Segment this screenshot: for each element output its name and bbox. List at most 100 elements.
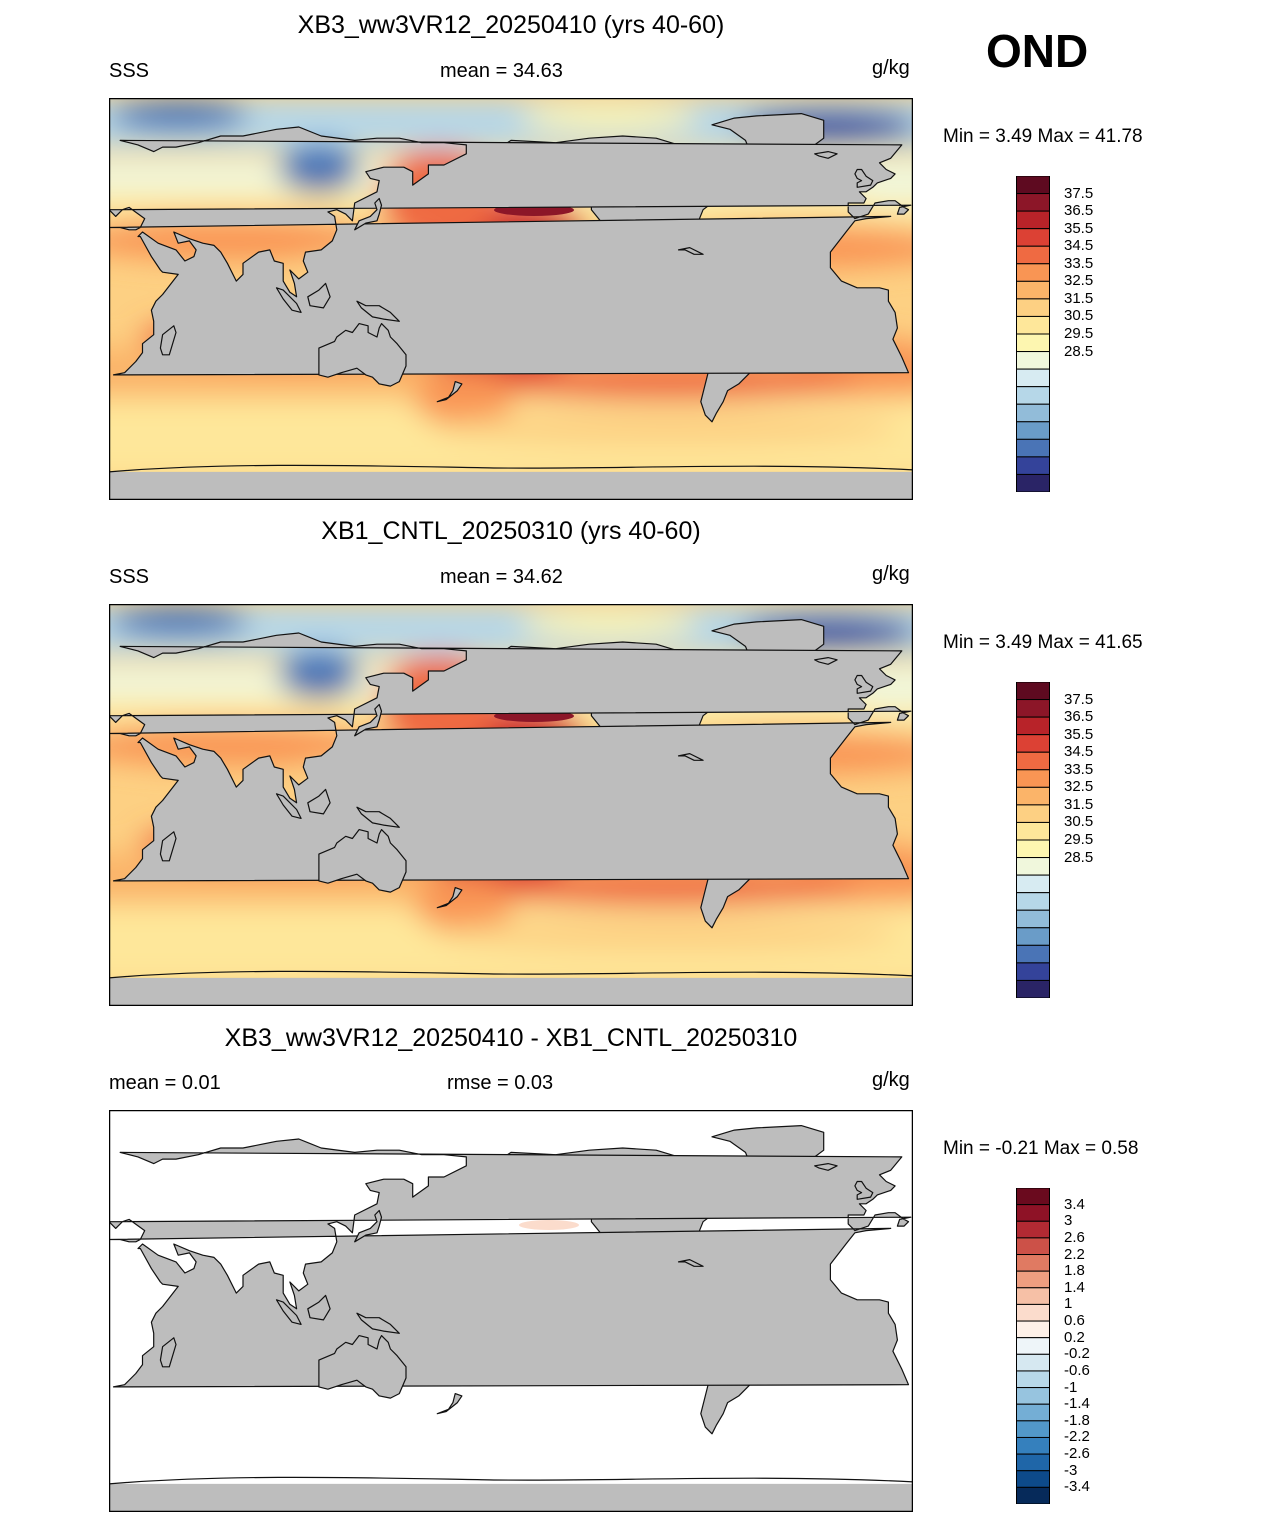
colorbar-swatch	[1016, 298, 1050, 317]
panel2-variable-label: SSS	[109, 566, 150, 588]
colorbar-label: 30.5	[1064, 307, 1094, 325]
colorbar-swatch	[1016, 421, 1050, 440]
colorbar-swatch	[1016, 1270, 1050, 1289]
colorbar-label: -1	[1064, 1378, 1078, 1396]
colorbar-label: 2.2	[1064, 1245, 1085, 1263]
colorbar-swatch	[1016, 438, 1050, 458]
panel1-map	[109, 98, 913, 500]
colorbar-swatch	[1016, 892, 1050, 911]
colorbar-swatch	[1016, 1353, 1050, 1372]
colorbar-swatch	[1016, 228, 1050, 247]
colorbar-label: 0.6	[1064, 1312, 1085, 1330]
colorbar-swatch	[1016, 1237, 1050, 1256]
colorbar-swatch	[1016, 333, 1050, 353]
colorbar-label: 30.5	[1064, 813, 1094, 831]
colorbar-swatch	[1016, 734, 1050, 753]
panel2-minmax: Min = 3.49 Max = 41.65	[943, 632, 1143, 653]
colorbar-swatch	[1016, 1204, 1050, 1222]
colorbar-swatch	[1016, 1436, 1050, 1455]
panel1-variable-label: SSS	[109, 60, 150, 82]
panel1-colorbar	[1016, 176, 1050, 492]
colorbar-swatch	[1016, 1420, 1050, 1438]
colorbar-swatch	[1016, 716, 1050, 736]
colorbar-swatch	[1016, 1486, 1050, 1504]
colorbar-swatch	[1016, 1470, 1050, 1488]
season-label: OND	[986, 25, 1089, 77]
panel2-title: XB1_CNTL_20250310 (yrs 40-60)	[321, 517, 701, 545]
colorbar-label: 34.5	[1064, 237, 1094, 255]
colorbar-label: -1.8	[1064, 1411, 1090, 1429]
colorbar-label: 29.5	[1064, 831, 1094, 848]
colorbar-swatch	[1016, 193, 1050, 212]
colorbar-swatch	[1016, 874, 1050, 894]
colorbar-swatch	[1016, 1287, 1050, 1305]
colorbar-label: 37.5	[1064, 184, 1094, 202]
colorbar-swatch	[1016, 368, 1050, 388]
panel3-title: XB3_ww3VR12_20250410 - XB1_CNTL_20250310	[224, 1024, 798, 1052]
colorbar-label: -0.2	[1064, 1345, 1090, 1363]
colorbar-swatch	[1016, 699, 1050, 718]
colorbar-swatch	[1016, 682, 1050, 701]
colorbar-label: -0.6	[1064, 1361, 1090, 1379]
colorbar-swatch	[1016, 962, 1050, 981]
panel1-mean-label: mean = 34.63	[440, 60, 563, 82]
colorbar-swatch	[1016, 210, 1050, 230]
colorbar-swatch	[1016, 1453, 1050, 1472]
colorbar-swatch	[1016, 1188, 1050, 1206]
colorbar-swatch	[1016, 386, 1050, 405]
colorbar-label: -3	[1064, 1461, 1078, 1479]
colorbar-swatch	[1016, 263, 1050, 282]
panel2-map	[109, 604, 913, 1006]
colorbar-label: 36.5	[1064, 202, 1094, 220]
colorbar-swatch	[1016, 927, 1050, 946]
colorbar-swatch	[1016, 473, 1050, 492]
colorbar-label: -3.4	[1064, 1478, 1090, 1496]
colorbar-swatch	[1016, 1320, 1050, 1339]
colorbar-swatch	[1016, 769, 1050, 788]
panel1-title: XB3_ww3VR12_20250410 (yrs 40-60)	[297, 11, 725, 39]
colorbar-swatch	[1016, 786, 1050, 806]
colorbar-label: 31.5	[1064, 289, 1094, 307]
panel3-mean-label: mean = 0.01	[109, 1072, 221, 1094]
panel3-units-label: g/kg	[872, 1069, 910, 1091]
colorbar-label: 36.5	[1064, 708, 1094, 726]
panel3-colorbar	[1016, 1188, 1050, 1504]
panel1-minmax: Min = 3.49 Max = 41.78	[943, 126, 1143, 147]
colorbar-swatch	[1016, 1254, 1050, 1272]
colorbar-swatch	[1016, 1303, 1050, 1322]
colorbar-swatch	[1016, 1370, 1050, 1389]
colorbar-label: 3.4	[1064, 1195, 1085, 1213]
colorbar-label: -2.2	[1064, 1428, 1090, 1446]
colorbar-label: 1.4	[1064, 1278, 1085, 1296]
colorbar-label: 29.5	[1064, 325, 1094, 342]
colorbar-label: 33.5	[1064, 760, 1094, 778]
panel3-rmse-label: rmse = 0.03	[447, 1072, 554, 1094]
colorbar-swatch	[1016, 280, 1050, 300]
colorbar-swatch	[1016, 176, 1050, 195]
colorbar-label: 0.2	[1064, 1328, 1085, 1346]
colorbar-label: 37.5	[1064, 690, 1094, 708]
colorbar-swatch	[1016, 245, 1050, 265]
panel2-colorbar	[1016, 682, 1050, 998]
colorbar-swatch	[1016, 403, 1050, 423]
colorbar-label: 34.5	[1064, 743, 1094, 761]
colorbar-label: -2.6	[1064, 1445, 1090, 1463]
panel2-mean-label: mean = 34.62	[440, 566, 563, 588]
colorbar-swatch	[1016, 909, 1050, 929]
colorbar-label: 1	[1064, 1295, 1073, 1313]
panel1-units-label: g/kg	[872, 57, 910, 79]
colorbar-swatch	[1016, 1387, 1050, 1405]
colorbar-swatch	[1016, 456, 1050, 475]
colorbar-swatch	[1016, 751, 1050, 771]
colorbar-swatch	[1016, 944, 1050, 964]
colorbar-swatch	[1016, 821, 1050, 841]
colorbar-swatch	[1016, 979, 1050, 998]
colorbar-label: 32.5	[1064, 272, 1094, 290]
panel3-minmax: Min = -0.21 Max = 0.58	[943, 1138, 1139, 1159]
colorbar-label: 28.5	[1064, 848, 1094, 866]
colorbar-swatch	[1016, 315, 1050, 335]
colorbar-label: 1.8	[1064, 1262, 1085, 1280]
colorbar-label: -1.4	[1064, 1395, 1090, 1413]
colorbar-swatch	[1016, 839, 1050, 859]
colorbar-label: 35.5	[1064, 219, 1094, 237]
